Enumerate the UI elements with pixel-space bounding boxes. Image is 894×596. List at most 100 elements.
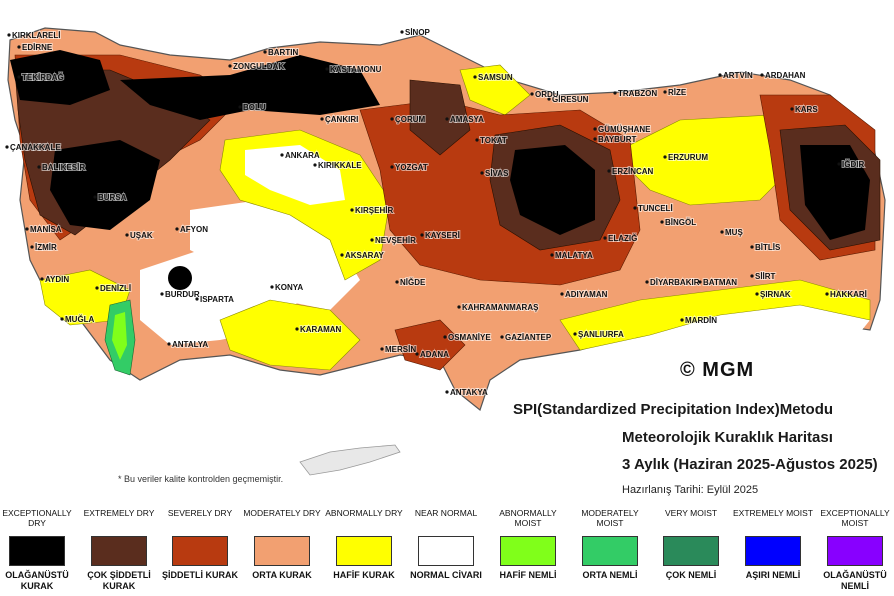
- abnormally-moist-mugla: [112, 312, 127, 360]
- legend-label-tr: HAFİF KURAK: [333, 570, 395, 580]
- city-label: GAZİANTEP: [505, 333, 552, 342]
- city-marker: [698, 280, 702, 284]
- city-marker: [500, 335, 504, 339]
- city-label: ERZURUM: [668, 153, 708, 162]
- city-marker: [415, 352, 419, 356]
- city-marker: [603, 236, 607, 240]
- city-marker: [125, 233, 129, 237]
- city-label: DİYARBAKIR: [650, 278, 700, 287]
- city-marker: [175, 227, 179, 231]
- city-label: KIRŞEHİR: [355, 206, 393, 215]
- legend-item: MODERATELY DRY ORTA KURAK: [241, 508, 323, 581]
- exceptionally-dry-black-sea: [120, 55, 380, 120]
- city-label: OSMANİYE: [448, 333, 491, 342]
- city-label: TOKAT: [480, 136, 507, 145]
- city-label: BAYBURT: [598, 135, 636, 144]
- city-label: MUĞLA: [65, 315, 95, 324]
- city-marker: [660, 220, 664, 224]
- city-label: KARS: [795, 105, 818, 114]
- city-marker: [263, 50, 267, 54]
- city-label: ÇANKIRI: [325, 115, 358, 124]
- city-marker: [17, 45, 21, 49]
- city-label: GÜMÜŞHANE: [598, 125, 651, 134]
- legend-label-en: ABNORMALLY MOIST: [499, 508, 557, 528]
- exceptionally-dry-thrace: [10, 50, 110, 105]
- city-label: ADIYAMAN: [565, 290, 608, 299]
- city-marker: [530, 92, 534, 96]
- city-marker: [718, 73, 722, 77]
- exceptionally-dry-bursa: [50, 140, 160, 230]
- exceptionally-dry-sivas-core: [510, 145, 595, 235]
- legend-swatch: [745, 536, 801, 566]
- abnormally-dry-northeast: [619, 114, 791, 206]
- city-label: DENİZLİ: [100, 284, 131, 293]
- city-label: UŞAK: [130, 231, 153, 240]
- quality-control-note: * Bu veriler kalite kontrolden geçmemişt…: [118, 474, 284, 484]
- city-label: ARTVİN: [723, 71, 753, 80]
- city-marker: [295, 327, 299, 331]
- city-marker: [270, 285, 274, 289]
- city-label: NEVŞEHİR: [375, 236, 416, 245]
- city-marker: [160, 292, 164, 296]
- city-label: ANTALYA: [172, 340, 208, 349]
- legend-label-en: EXCEPTIONALLY MOIST: [820, 508, 890, 528]
- city-label: ELAZIĞ: [608, 234, 637, 243]
- city-marker: [400, 30, 404, 34]
- city-marker: [573, 332, 577, 336]
- legend-label-tr: ÇOK NEMLİ: [665, 570, 717, 580]
- legend-label-tr: AŞIRI NEMLİ: [745, 570, 801, 580]
- city-marker: [613, 91, 617, 95]
- city-marker: [475, 138, 479, 142]
- map-title-period: 3 Aylık (Haziran 2025-Ağustos 2025): [622, 456, 878, 473]
- city-label: ŞANLIURFA: [578, 330, 624, 339]
- city-marker: [280, 153, 284, 157]
- city-label: SİİRT: [755, 272, 776, 281]
- legend-swatch: [91, 536, 147, 566]
- legend-swatch: [827, 536, 883, 566]
- city-marker: [390, 117, 394, 121]
- city-marker: [95, 286, 99, 290]
- legend-label-en: EXCEPTIONALLY DRY: [2, 508, 72, 528]
- city-label: AKSARAY: [345, 251, 384, 260]
- city-label: ISPARTA: [200, 295, 234, 304]
- legend-label-en: MODERATELY DRY: [243, 508, 321, 518]
- city-label: ŞIRNAK: [760, 290, 791, 299]
- city-marker: [25, 227, 29, 231]
- city-marker: [60, 317, 64, 321]
- city-label: KONYA: [275, 283, 303, 292]
- legend-item: ABNORMALLY MOIST HAFİF NEMLİ: [487, 508, 569, 581]
- city-label: KIRIKKALE: [318, 161, 362, 170]
- map-title-main: Meteorolojik Kuraklık Haritası: [622, 429, 833, 446]
- city-label: AMASYA: [450, 115, 484, 124]
- city-label: RİZE: [668, 88, 687, 97]
- city-marker: [17, 75, 21, 79]
- city-label: ÇORUM: [395, 115, 426, 124]
- city-label: BİTLİS: [755, 243, 781, 252]
- legend-label-en: MODERATELY MOIST: [581, 508, 639, 528]
- city-marker: [350, 208, 354, 212]
- legend-item: MODERATELY MOIST ORTA NEMLİ: [569, 508, 651, 581]
- city-label: AYDIN: [45, 275, 69, 284]
- city-marker: [395, 280, 399, 284]
- city-label: MUŞ: [725, 228, 743, 237]
- legend-swatch: [9, 536, 65, 566]
- city-marker: [750, 245, 754, 249]
- city-marker: [325, 67, 329, 71]
- legend-swatch: [663, 536, 719, 566]
- legend-item: SEVERELY DRY ŞİDDETLİ KURAK: [159, 508, 241, 581]
- legend: EXCEPTIONALLY DRY OLAĞANÜSTÜ KURAK EXTREME…: [0, 508, 894, 596]
- abnormally-dry-samsun: [459, 64, 531, 116]
- city-label: NİĞDE: [400, 278, 426, 287]
- city-marker: [320, 117, 324, 121]
- city-marker: [445, 117, 449, 121]
- city-label: TUNCELİ: [638, 204, 673, 213]
- city-marker: [550, 253, 554, 257]
- city-marker: [680, 318, 684, 322]
- legend-swatch: [336, 536, 392, 566]
- legend-label-tr: ŞİDDETLİ KURAK: [162, 570, 238, 580]
- city-marker: [593, 137, 597, 141]
- city-label: BOLU: [243, 103, 266, 112]
- city-label: KARAMAN: [300, 325, 342, 334]
- city-marker: [313, 163, 317, 167]
- city-marker: [607, 169, 611, 173]
